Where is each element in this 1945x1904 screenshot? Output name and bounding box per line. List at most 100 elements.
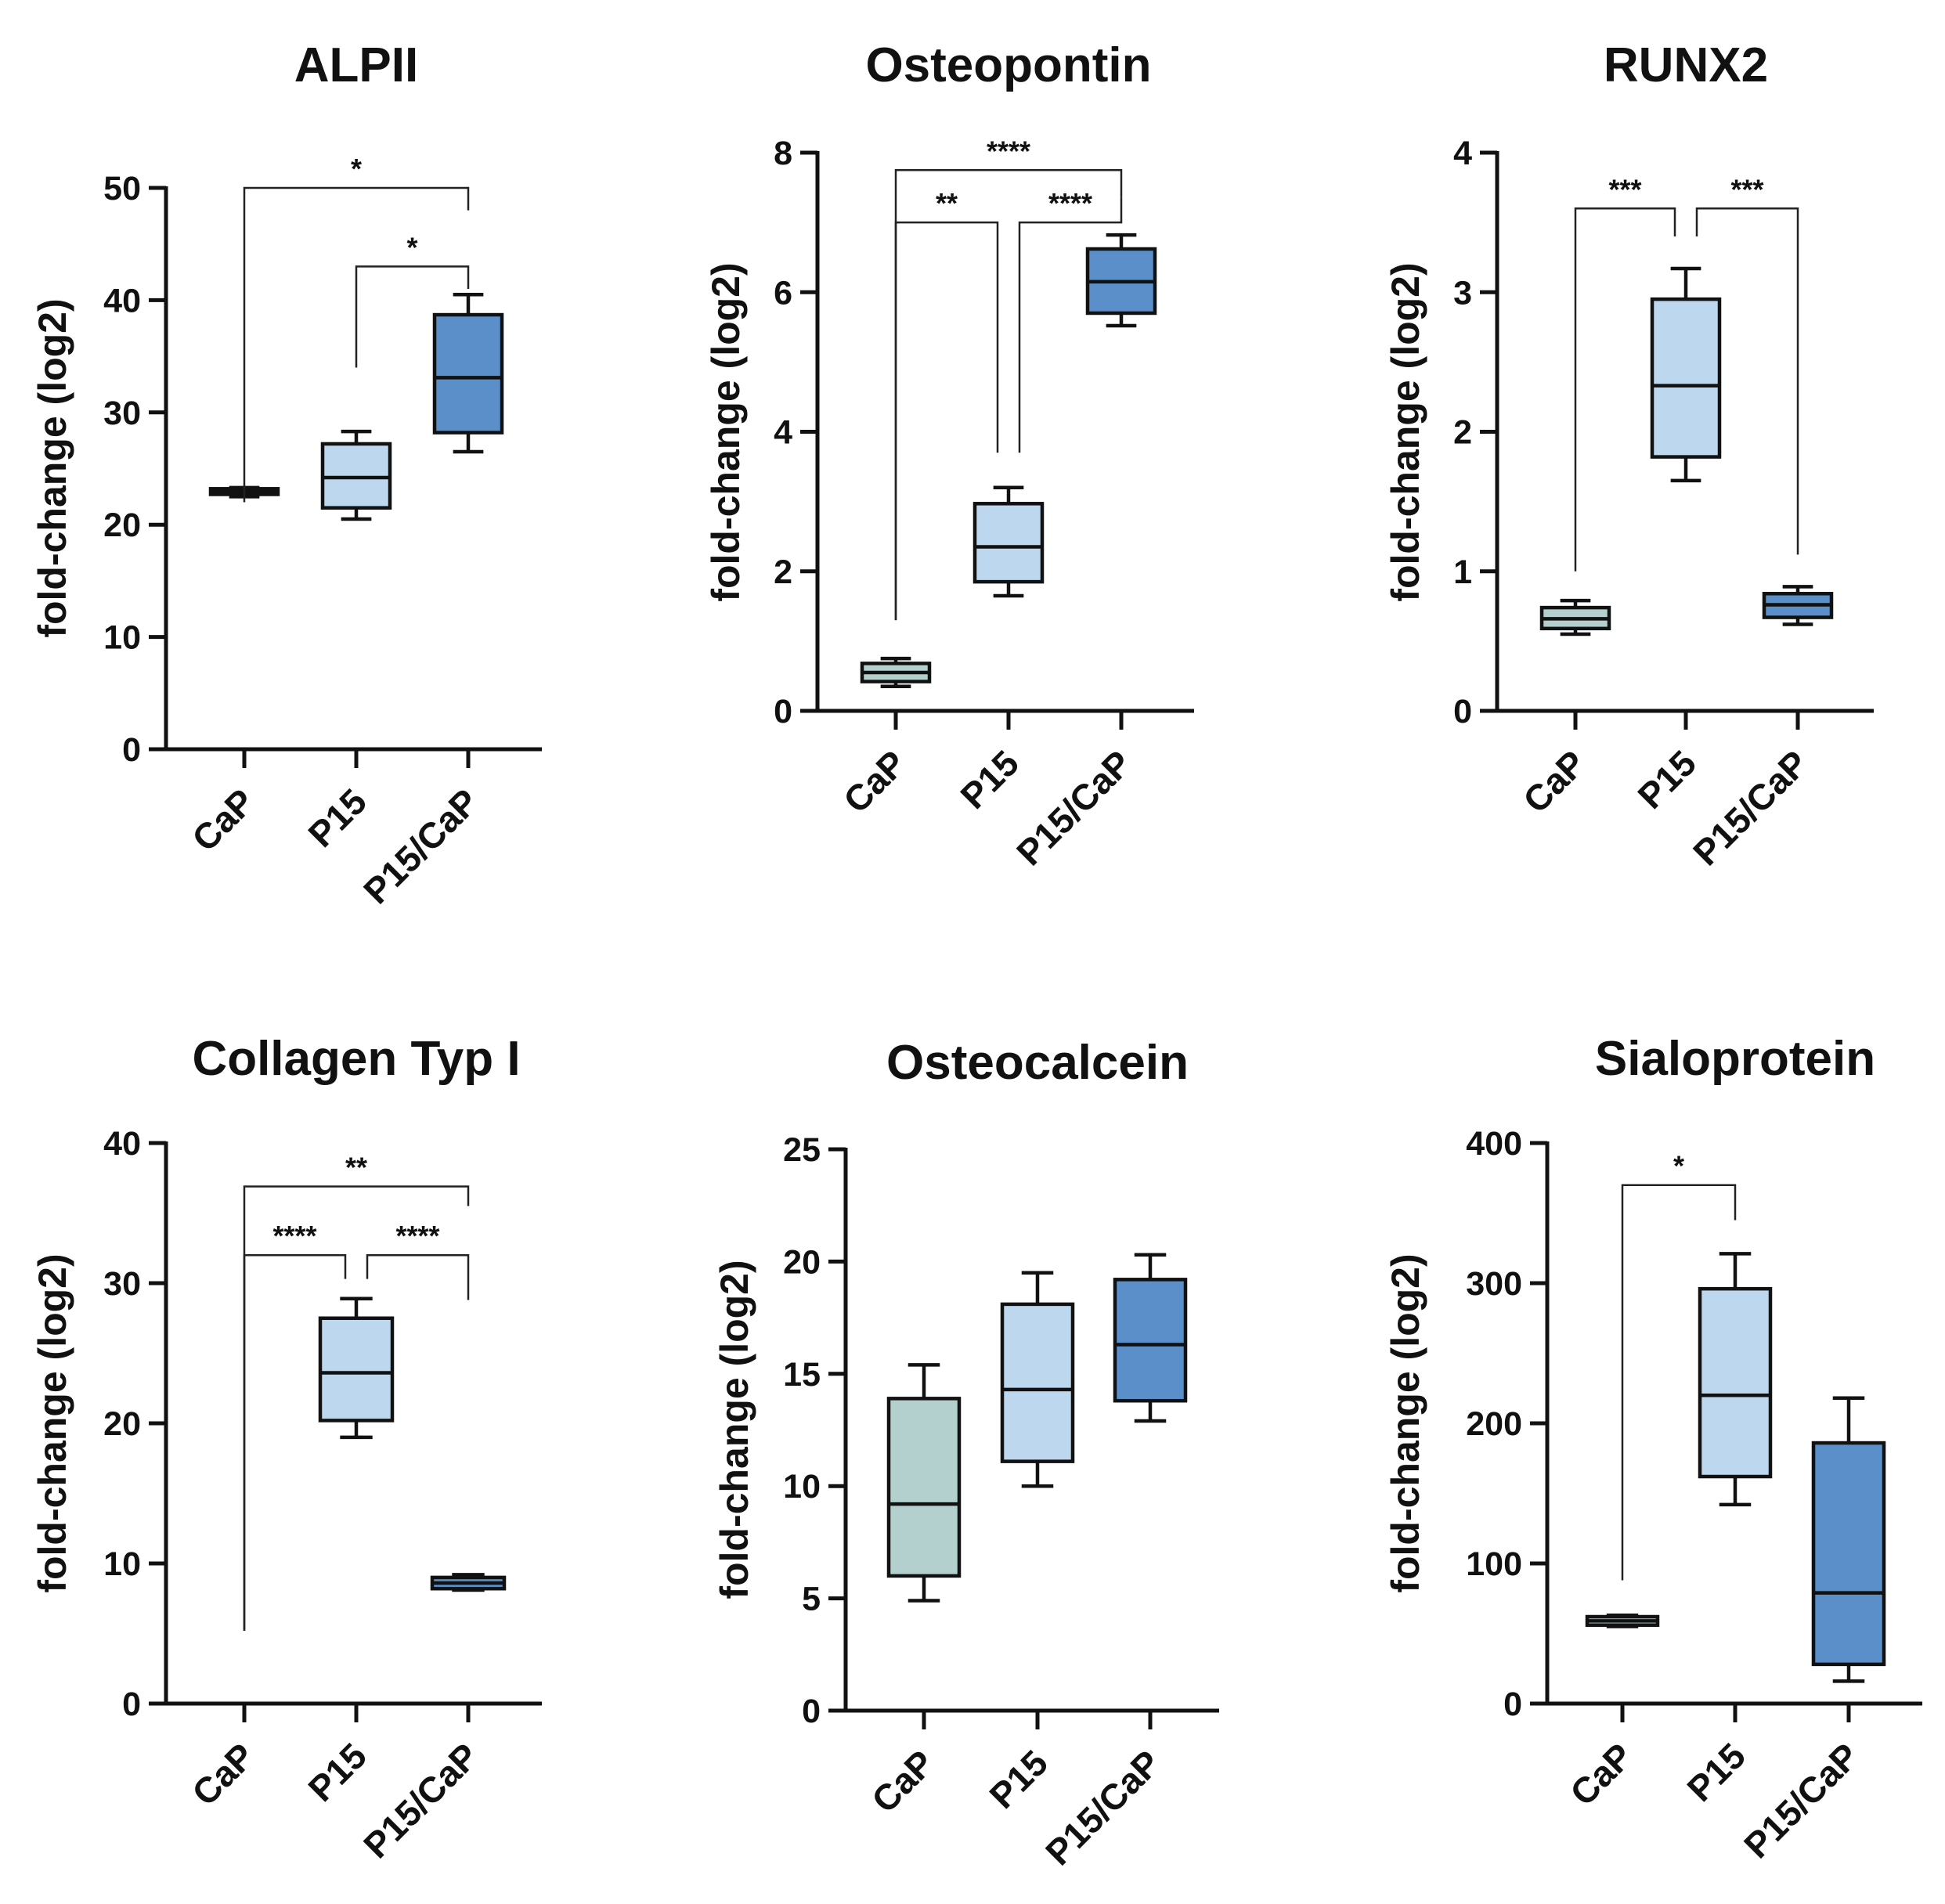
y-tick-label: 8 bbox=[774, 135, 792, 172]
y-tick-label: 100 bbox=[1466, 1545, 1522, 1583]
panel-5: Sialoprotein fold-change (log2) 0 100 200 300… bbox=[1384, 1032, 1922, 1866]
y-tick-label: 2 bbox=[774, 554, 792, 591]
x-tick-label: CaP bbox=[864, 1742, 942, 1820]
y-tick-label: 10 bbox=[103, 1545, 141, 1583]
y-axis-label: fold-change (log2) bbox=[713, 1260, 756, 1599]
bracket-line bbox=[366, 1253, 470, 1300]
box-CaP bbox=[886, 1363, 962, 1603]
y-tick-label: 10 bbox=[103, 619, 141, 657]
significance-label: *** bbox=[1608, 173, 1641, 205]
panel-4: Osteocalcein fold-change (log2) 0 5 10 15 20 25… bbox=[713, 1036, 1219, 1873]
x-tick-label: CaP bbox=[184, 1735, 262, 1813]
box-P15/CaP bbox=[1762, 585, 1834, 626]
significance-bracket: *** bbox=[1574, 173, 1676, 572]
chart-title: Osteocalcein bbox=[886, 1036, 1189, 1090]
iqr-box bbox=[1650, 297, 1722, 459]
x-tick-label: CaP bbox=[1515, 742, 1593, 820]
y-tick-label: 2 bbox=[1453, 414, 1472, 452]
bracket-line bbox=[1018, 197, 1123, 453]
panel-2: RUNX2 fold-change (log2) 0 1 2 3 4 CaP P15P15/Ca… bbox=[1384, 38, 1874, 873]
bracket-line bbox=[1574, 207, 1676, 572]
y-tick-label: 0 bbox=[122, 1686, 141, 1723]
x-tick-label: P15 bbox=[981, 1742, 1055, 1816]
y-axis-label: fold-change (log2) bbox=[31, 1253, 74, 1592]
x-tick-label: P15 bbox=[952, 742, 1027, 817]
y-tick-label: 0 bbox=[802, 1693, 821, 1730]
significance-label: **** bbox=[1048, 187, 1092, 219]
y-tick-label: 5 bbox=[802, 1581, 821, 1618]
y-tick-label: 4 bbox=[774, 414, 792, 452]
iqr-box bbox=[1698, 1286, 1773, 1479]
y-tick-label: 0 bbox=[1453, 693, 1472, 730]
y-tick-label: 40 bbox=[103, 282, 141, 319]
significance-bracket: * bbox=[243, 153, 470, 503]
x-tick-label: P15 bbox=[300, 781, 374, 855]
box-P15 bbox=[1000, 1271, 1075, 1488]
y-tick-label: 50 bbox=[103, 170, 141, 207]
y-tick-label: 30 bbox=[103, 395, 141, 432]
significance-bracket: *** bbox=[1695, 173, 1799, 555]
significance-label: * bbox=[1673, 1150, 1684, 1182]
chart-title: ALPII bbox=[294, 38, 418, 92]
box-P15 bbox=[318, 1296, 395, 1440]
bracket-line bbox=[355, 265, 470, 368]
significance-label: **** bbox=[395, 1220, 439, 1252]
y-axis-label: fold-change (log2) bbox=[1384, 262, 1427, 601]
chart-title: RUNX2 bbox=[1604, 38, 1768, 92]
y-tick-label: 25 bbox=[783, 1131, 821, 1169]
y-tick-label: 10 bbox=[783, 1468, 821, 1506]
y-axis-label: fold-change (log2) bbox=[704, 262, 748, 601]
x-tick-label: CaP bbox=[184, 781, 262, 859]
chart-title: Osteopontin bbox=[865, 38, 1151, 92]
y-tick-label: 6 bbox=[774, 274, 792, 312]
box-CaP bbox=[1539, 598, 1611, 636]
box-P15 bbox=[320, 429, 392, 521]
y-tick-label: 0 bbox=[122, 731, 141, 769]
significance-label: **** bbox=[272, 1220, 316, 1252]
significance-label: ** bbox=[936, 187, 958, 219]
x-tick-label: P15/CaP bbox=[1009, 742, 1139, 873]
iqr-box bbox=[972, 502, 1045, 584]
panel-0: ALPII fold-change (log2) 0 10 20 30 40 50 CaP P15… bbox=[31, 38, 542, 911]
iqr-box bbox=[886, 1397, 962, 1578]
significance-label: *** bbox=[1730, 173, 1763, 205]
chart-title: Collagen Typ I bbox=[192, 1032, 520, 1086]
significance-label: **** bbox=[987, 135, 1030, 167]
y-tick-label: 4 bbox=[1453, 135, 1472, 172]
y-tick-label: 0 bbox=[774, 693, 792, 730]
iqr-box bbox=[1000, 1302, 1075, 1463]
significance-bracket: * bbox=[1621, 1150, 1737, 1581]
bracket-line bbox=[1695, 207, 1799, 555]
x-tick-label: P15 bbox=[1629, 742, 1704, 817]
significance-bracket: ** bbox=[894, 187, 999, 621]
box-P15 bbox=[1650, 266, 1722, 483]
y-tick-label: 20 bbox=[103, 507, 141, 544]
y-axis-label: fold-change (log2) bbox=[1384, 1253, 1427, 1592]
x-tick-label: P15/CaP bbox=[355, 1735, 486, 1866]
box-P15/CaP bbox=[432, 292, 504, 454]
x-tick-label: P15 bbox=[1679, 1735, 1753, 1809]
significance-bracket: **** bbox=[1018, 187, 1123, 453]
significance-label: ** bbox=[345, 1151, 367, 1183]
bracket-line bbox=[243, 1253, 347, 1631]
y-tick-label: 30 bbox=[103, 1265, 141, 1303]
iqr-box bbox=[432, 312, 504, 435]
y-tick-label: 400 bbox=[1466, 1125, 1522, 1163]
box-P15/CaP bbox=[430, 1573, 507, 1592]
y-tick-label: 200 bbox=[1466, 1405, 1522, 1443]
y-tick-label: 0 bbox=[1503, 1686, 1522, 1723]
x-tick-label: P15 bbox=[300, 1735, 374, 1809]
significance-label: * bbox=[406, 231, 417, 263]
x-tick-label: CaP bbox=[1562, 1735, 1640, 1813]
y-axis-label: fold-change (log2) bbox=[31, 298, 74, 637]
bracket-line bbox=[894, 221, 999, 621]
box-CaP bbox=[860, 656, 932, 689]
y-tick-label: 20 bbox=[103, 1405, 141, 1443]
box-P15/CaP bbox=[1113, 1253, 1188, 1423]
box-P15/CaP bbox=[1811, 1396, 1886, 1683]
iqr-box bbox=[1811, 1441, 1886, 1667]
y-tick-label: 300 bbox=[1466, 1265, 1522, 1303]
iqr-box bbox=[318, 1316, 395, 1423]
box-CaP bbox=[1585, 1613, 1660, 1628]
